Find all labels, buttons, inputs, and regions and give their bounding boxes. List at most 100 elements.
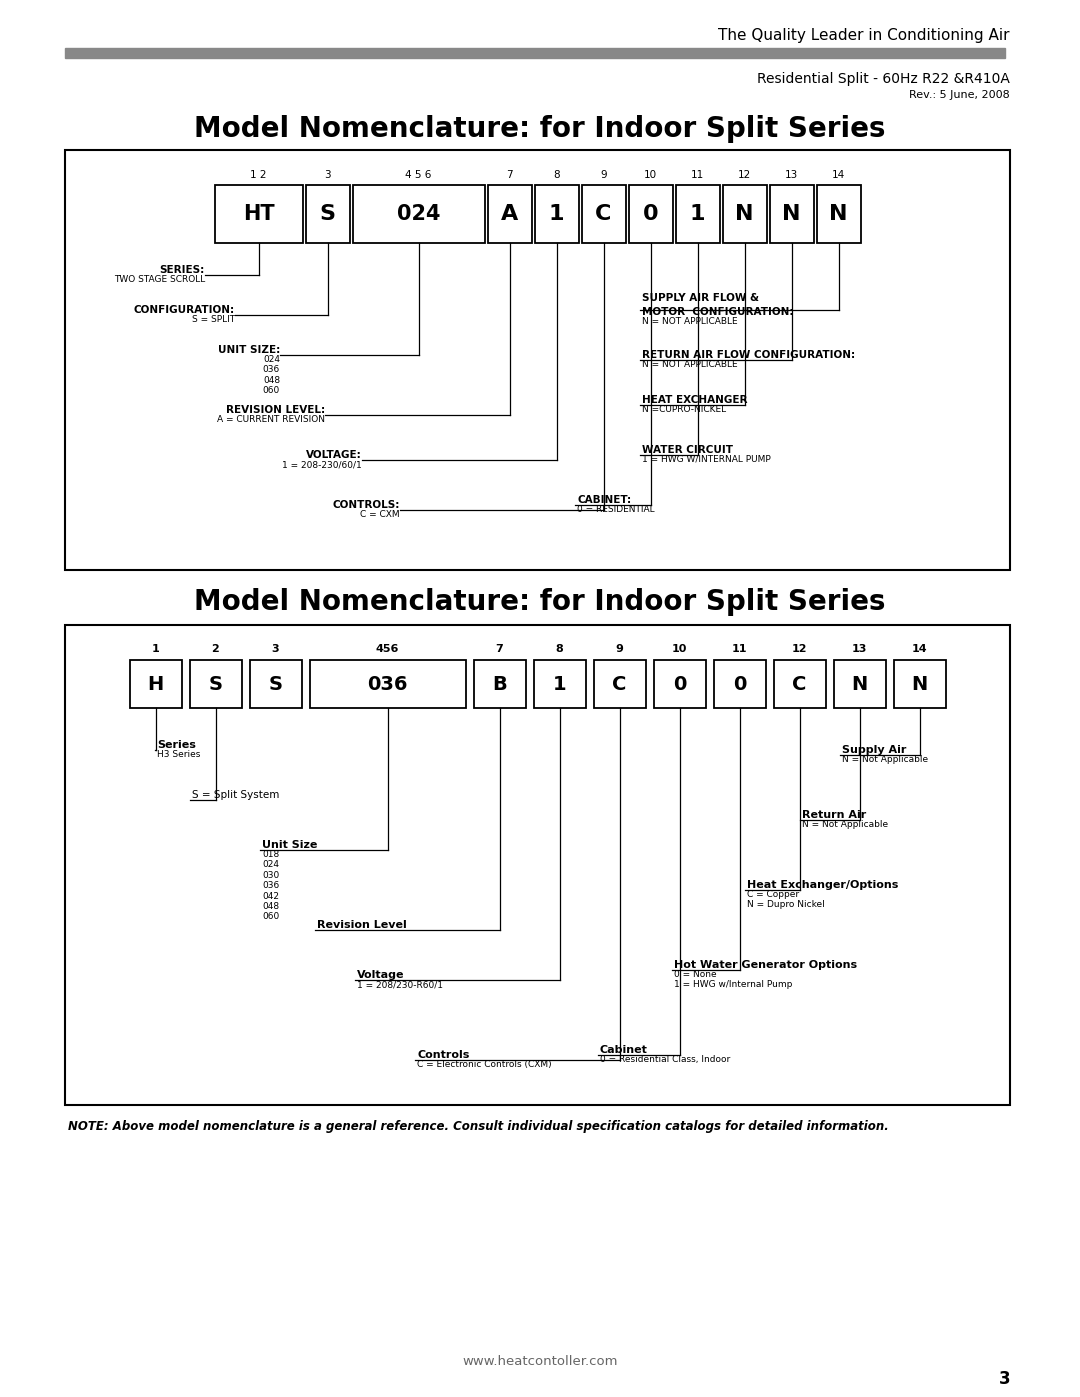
Text: 1 = 208-230/60/1: 1 = 208-230/60/1 [282, 460, 362, 469]
Text: Residential Split - 60Hz R22 &R410A: Residential Split - 60Hz R22 &R410A [757, 73, 1010, 87]
Text: CONTROLS:: CONTROLS: [333, 500, 400, 510]
Text: S = Split System: S = Split System [192, 789, 280, 800]
Text: N = Not Applicable: N = Not Applicable [842, 754, 928, 764]
Text: N = Not Applicable: N = Not Applicable [802, 820, 888, 828]
Bar [65, 149, 1010, 570]
Text: 8: 8 [555, 644, 564, 654]
Text: C: C [595, 204, 611, 224]
Text: 1: 1 [553, 675, 566, 693]
Text: 14: 14 [832, 170, 846, 180]
Text: SERIES:: SERIES: [160, 265, 205, 275]
Text: 11: 11 [691, 170, 704, 180]
Text: 456: 456 [376, 644, 400, 654]
Bar [581, 184, 625, 243]
Text: Model Nomenclature: for Indoor Split Series: Model Nomenclature: for Indoor Split Ser… [194, 588, 886, 616]
Text: Revision Level: Revision Level [318, 921, 407, 930]
Text: 3: 3 [272, 644, 280, 654]
Text: 10: 10 [644, 170, 657, 180]
Text: 13: 13 [785, 170, 798, 180]
Text: 0: 0 [673, 675, 686, 693]
Bar [893, 659, 945, 708]
Bar [714, 659, 766, 708]
Bar [189, 659, 242, 708]
Bar [629, 184, 673, 243]
Text: Series: Series [157, 740, 195, 750]
Bar [352, 184, 485, 243]
Text: Heat Exchanger/Options: Heat Exchanger/Options [747, 880, 899, 890]
Text: CONFIGURATION:: CONFIGURATION: [134, 305, 235, 314]
Text: CABINET:: CABINET: [577, 495, 631, 504]
Text: 0: 0 [643, 204, 659, 224]
Text: Voltage: Voltage [357, 970, 405, 981]
Text: SUPPLY AIR FLOW &: SUPPLY AIR FLOW & [642, 293, 759, 303]
Text: RETURN AIR FLOW CONFIGURATION:: RETURN AIR FLOW CONFIGURATION: [642, 351, 855, 360]
Text: S: S [320, 204, 336, 224]
Text: 024: 024 [396, 204, 441, 224]
Text: 7: 7 [507, 170, 513, 180]
Text: B: B [492, 675, 507, 693]
Bar [653, 659, 705, 708]
Text: 3: 3 [998, 1370, 1010, 1389]
Text: 8: 8 [553, 170, 559, 180]
Text: N =CUPRO-NICKEL: N =CUPRO-NICKEL [642, 405, 726, 414]
Text: 0: 0 [733, 675, 746, 693]
Bar [834, 659, 886, 708]
Text: 9: 9 [600, 170, 607, 180]
Text: MOTOR  CONFIGURATION:: MOTOR CONFIGURATION: [642, 307, 794, 317]
Bar [65, 624, 1010, 1105]
Text: N: N [829, 204, 848, 224]
Text: Supply Air: Supply Air [842, 745, 906, 754]
Text: 9: 9 [616, 644, 623, 654]
Text: 0 = Residential Class, Indoor: 0 = Residential Class, Indoor [600, 1055, 730, 1065]
Text: N: N [782, 204, 800, 224]
Text: C: C [612, 675, 626, 693]
Text: Hot Water Generator Options: Hot Water Generator Options [674, 960, 858, 970]
Bar [773, 659, 825, 708]
Text: 13: 13 [852, 644, 867, 654]
Text: Cabinet: Cabinet [600, 1045, 648, 1055]
Text: 3: 3 [324, 170, 330, 180]
Text: N: N [912, 675, 928, 693]
Text: 1 = 208/230-R60/1: 1 = 208/230-R60/1 [357, 981, 443, 989]
Text: HT: HT [243, 204, 274, 224]
Bar [723, 184, 767, 243]
Text: C = CXM: C = CXM [361, 510, 400, 520]
Text: 1: 1 [151, 644, 160, 654]
Bar [594, 659, 646, 708]
Text: N: N [735, 204, 754, 224]
Bar [473, 659, 526, 708]
Bar [675, 184, 719, 243]
Text: 4 5 6: 4 5 6 [405, 170, 432, 180]
Text: WATER CIRCUIT: WATER CIRCUIT [642, 446, 733, 455]
Text: 1: 1 [690, 204, 705, 224]
Text: C: C [793, 675, 807, 693]
Text: A: A [501, 204, 518, 224]
Text: 024
036
048
060: 024 036 048 060 [262, 355, 280, 395]
Text: Return Air: Return Air [802, 810, 866, 820]
Text: REVISION LEVEL:: REVISION LEVEL: [226, 405, 325, 415]
Text: S: S [269, 675, 283, 693]
Text: N: N [851, 675, 867, 693]
Text: 1 2: 1 2 [251, 170, 267, 180]
Bar [249, 659, 301, 708]
Text: 036: 036 [367, 675, 408, 693]
Text: 0 = None
1 = HWG w/Internal Pump: 0 = None 1 = HWG w/Internal Pump [674, 970, 793, 989]
Bar [535, 184, 579, 243]
Text: C = Electronic Controls (CXM): C = Electronic Controls (CXM) [417, 1060, 552, 1069]
Text: S = SPLIT: S = SPLIT [192, 314, 235, 324]
Text: 12: 12 [792, 644, 807, 654]
Text: Controls: Controls [417, 1051, 470, 1060]
Text: 2: 2 [212, 644, 219, 654]
Text: NOTE: Above model nomenclature is a general reference. Consult individual specif: NOTE: Above model nomenclature is a gene… [68, 1120, 889, 1133]
Text: 10: 10 [672, 644, 687, 654]
Text: C = Copper
N = Dupro Nickel: C = Copper N = Dupro Nickel [747, 890, 825, 909]
Text: VOLTAGE:: VOLTAGE: [307, 450, 362, 460]
Text: N = NOT APPLICABLE: N = NOT APPLICABLE [642, 317, 738, 326]
Text: www.heatcontoller.com: www.heatcontoller.com [462, 1355, 618, 1368]
Text: S: S [208, 675, 222, 693]
Text: Rev.: 5 June, 2008: Rev.: 5 June, 2008 [909, 89, 1010, 101]
Bar [534, 659, 585, 708]
Bar [310, 659, 465, 708]
Text: H3 Series: H3 Series [157, 750, 201, 759]
Bar [769, 184, 813, 243]
